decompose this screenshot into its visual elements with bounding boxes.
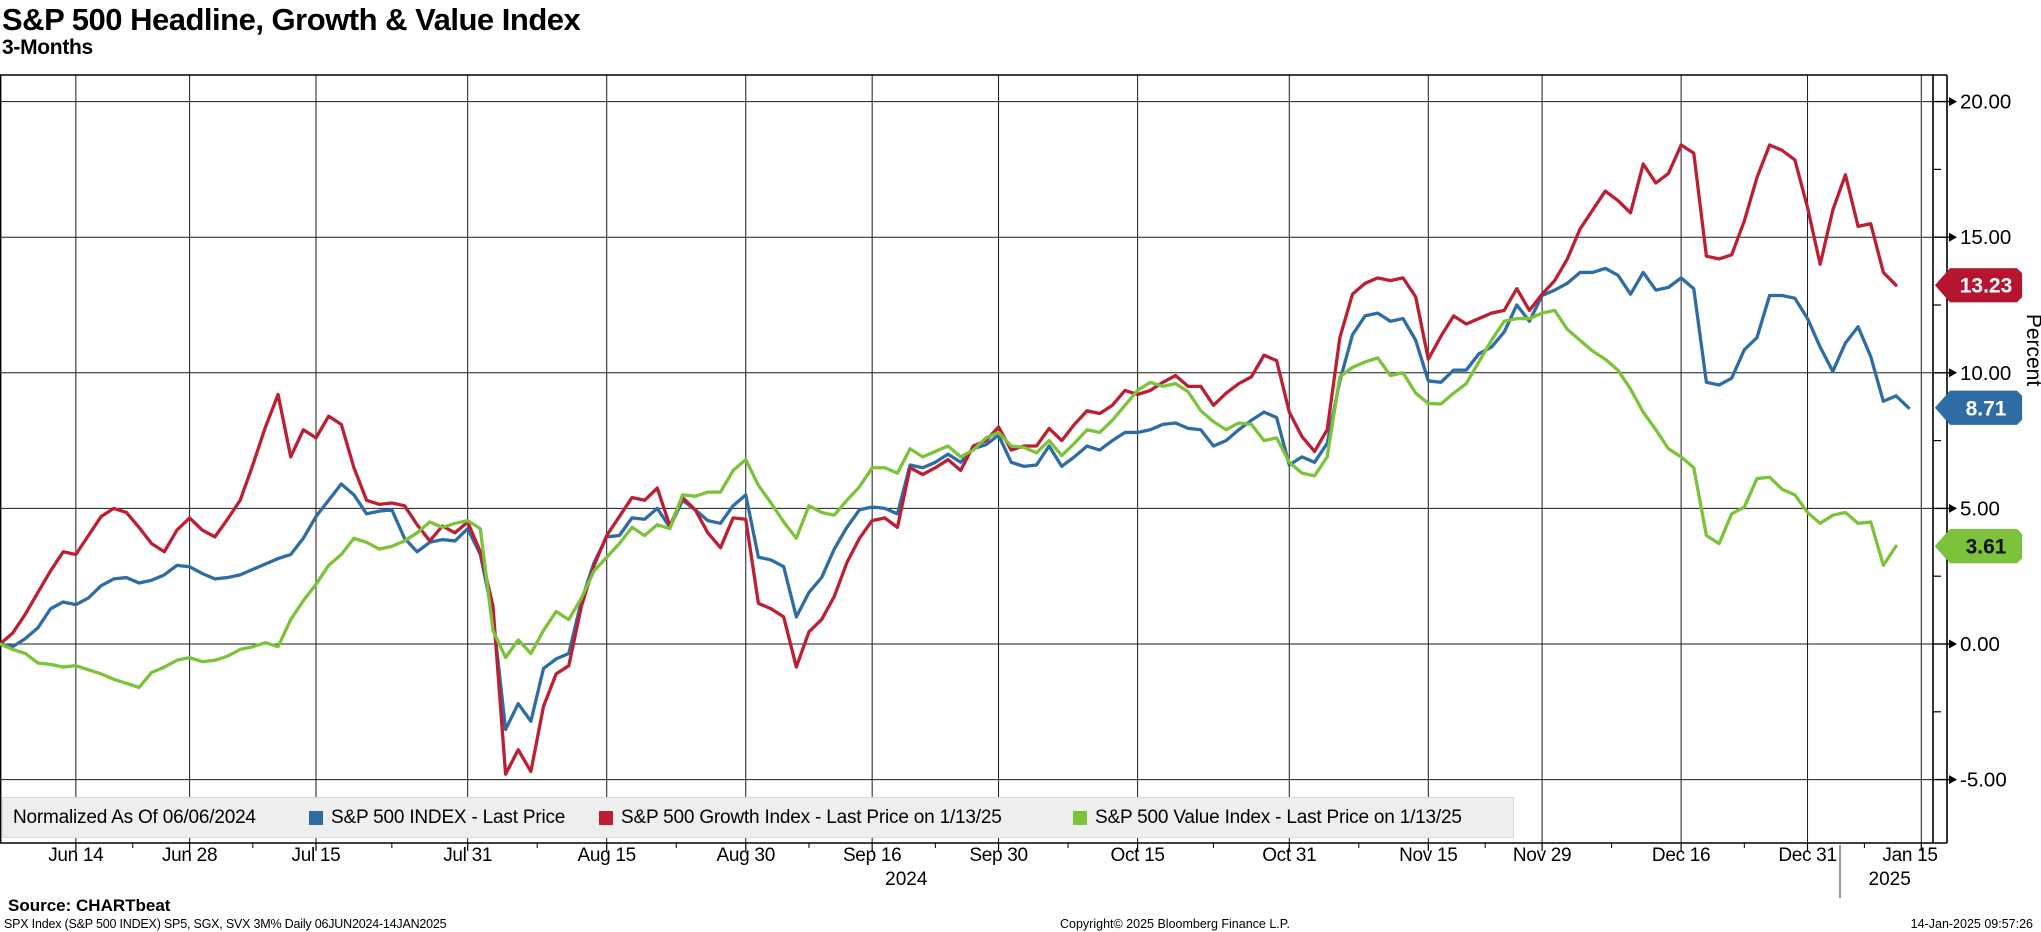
legend-item-label: S&P 500 Growth Index - Last Price on 1/1… bbox=[621, 806, 1002, 828]
x-axis-label: Jun 28 bbox=[162, 845, 217, 866]
x-axis-label: Aug 15 bbox=[578, 845, 636, 866]
legend-item-spx-index[interactable]: S&P 500 INDEX - Last Price bbox=[309, 798, 565, 837]
footer-copyright: Copyright© 2025 Bloomberg Finance L.P. bbox=[1060, 917, 1290, 931]
y-axis-tick-arrow-icon bbox=[1949, 368, 1957, 378]
growth-last-price-tag bbox=[1934, 267, 2023, 303]
value-index-swatch-icon bbox=[1073, 810, 1087, 825]
y-axis-tick-arrow-icon bbox=[1949, 97, 1957, 107]
y-axis-tick-arrow-icon bbox=[1949, 639, 1957, 649]
x-axis-label: Jun 14 bbox=[48, 845, 104, 866]
x-axis-label: Oct 15 bbox=[1111, 845, 1165, 866]
y-axis-label: 15.00 bbox=[1960, 226, 2011, 249]
x-axis-year-label: 2024 bbox=[885, 869, 928, 890]
y-axis-label: 0.00 bbox=[1960, 633, 2000, 656]
y-axis-tick-arrow-icon bbox=[1949, 775, 1957, 785]
last-price-tag-value: 3.61 bbox=[1966, 536, 2007, 559]
chart-subtitle: 3-Months bbox=[2, 36, 93, 59]
spx-index-swatch-icon bbox=[309, 810, 323, 825]
x-axis-label: Jan 15 bbox=[1882, 845, 1937, 866]
last-price-tag-value: 13.23 bbox=[1960, 275, 2013, 298]
y-axis-label: 5.00 bbox=[1960, 497, 2000, 520]
series-line-value-index bbox=[0, 308, 1898, 690]
page-title: S&P 500 Headline, Growth & Value Index bbox=[2, 2, 581, 37]
legend-item-label: S&P 500 INDEX - Last Price bbox=[331, 806, 566, 828]
footer-source: Source: CHARTbeat bbox=[8, 896, 171, 915]
chart-legend: Normalized As Of 06/06/2024 S&P 500 INDE… bbox=[2, 797, 1514, 838]
y-axis-label: 20.00 bbox=[1960, 91, 2011, 114]
x-axis-label: Nov 29 bbox=[1513, 845, 1571, 866]
x-axis-label: Sep 16 bbox=[843, 845, 901, 866]
x-axis-label: Aug 30 bbox=[717, 845, 775, 866]
last-price-tag-value: 8.71 bbox=[1966, 397, 2007, 420]
footer-security-meta: SPX Index (S&P 500 INDEX) SP5, SGX, SVX … bbox=[4, 917, 447, 931]
y-axis-label: 10.00 bbox=[1960, 362, 2011, 385]
series-line-spx-index bbox=[0, 266, 1911, 732]
y-axis-label: -5.00 bbox=[1960, 769, 2007, 792]
value-last-price-tag bbox=[1934, 528, 2023, 564]
spx-last-price-tag bbox=[1934, 390, 2023, 426]
growth-index-swatch-icon bbox=[599, 810, 613, 825]
x-axis-label: Dec 16 bbox=[1652, 845, 1710, 866]
legend-item-label: S&P 500 Value Index - Last Price on 1/13… bbox=[1095, 806, 1462, 828]
x-axis-label: Oct 31 bbox=[1262, 845, 1316, 866]
y-axis-tick-arrow-icon bbox=[1949, 503, 1957, 513]
y-axis-tick-arrow-icon bbox=[1949, 232, 1957, 242]
x-axis-label: Dec 31 bbox=[1778, 845, 1836, 866]
x-axis-label: Nov 15 bbox=[1399, 845, 1457, 866]
x-axis-label: Jul 31 bbox=[443, 845, 492, 866]
series-line-growth-index bbox=[0, 143, 1898, 776]
x-axis-year-label: 2025 bbox=[1869, 869, 1911, 890]
legend-item-value-index[interactable]: S&P 500 Value Index - Last Price on 1/13… bbox=[1073, 798, 1462, 837]
x-axis-label: Sep 30 bbox=[969, 845, 1027, 866]
legend-normalized-label: Normalized As Of 06/06/2024 bbox=[13, 806, 256, 828]
footer-timestamp: 14-Jan-2025 09:57:26 bbox=[1910, 917, 2033, 931]
y-axis-title: Percent bbox=[2022, 314, 2041, 387]
legend-item-growth-index[interactable]: S&P 500 Growth Index - Last Price on 1/1… bbox=[599, 798, 1002, 837]
x-axis-label: Jul 15 bbox=[292, 845, 341, 866]
